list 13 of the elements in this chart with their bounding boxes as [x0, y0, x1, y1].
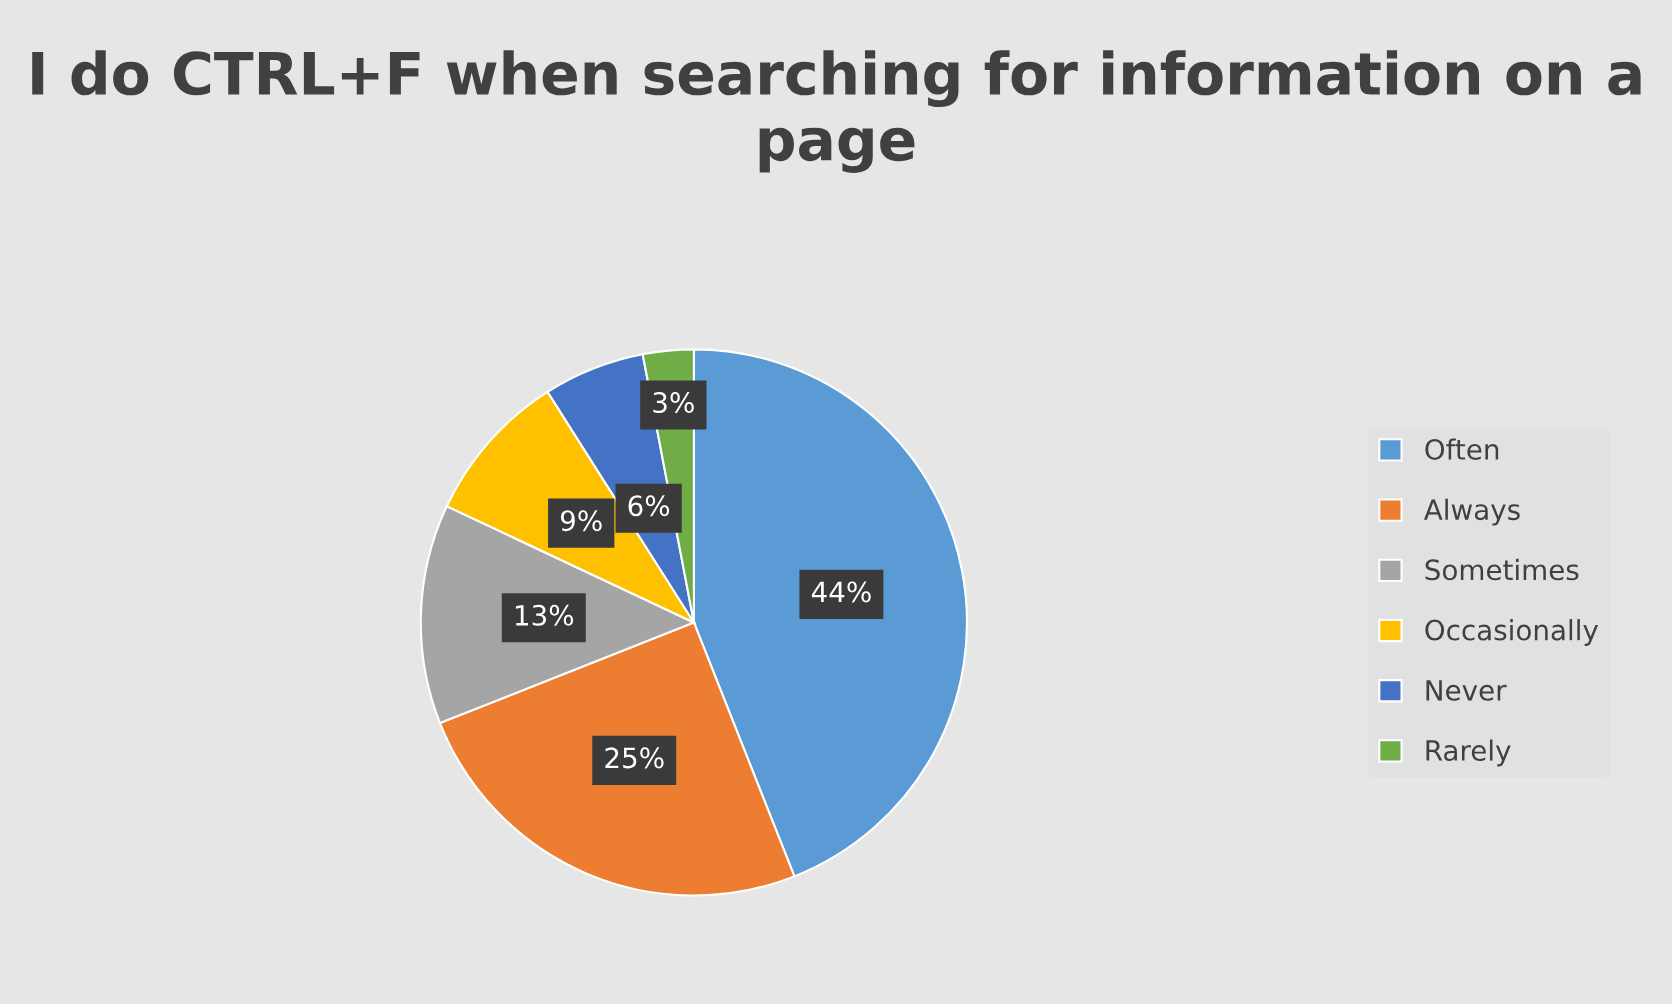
- data-label: 13%: [515, 604, 574, 626]
- data-label: 25%: [605, 747, 664, 769]
- legend-label: Always: [1423, 498, 1520, 526]
- legend-label: Often: [1425, 438, 1499, 460]
- legend-label: Rarely: [1426, 739, 1511, 767]
- legend-label: Sometimes: [1425, 558, 1579, 581]
- data-label: 6%: [628, 495, 670, 517]
- data-label: 3%: [653, 392, 694, 414]
- legend-label: Never: [1426, 680, 1507, 701]
- legend-label: Occasionally: [1425, 619, 1599, 646]
- data-label: 9%: [560, 510, 602, 532]
- data-label: 44%: [811, 581, 871, 603]
- chart-title: I do CTRL+F when searching for information on a page: [32, 50, 1641, 173]
